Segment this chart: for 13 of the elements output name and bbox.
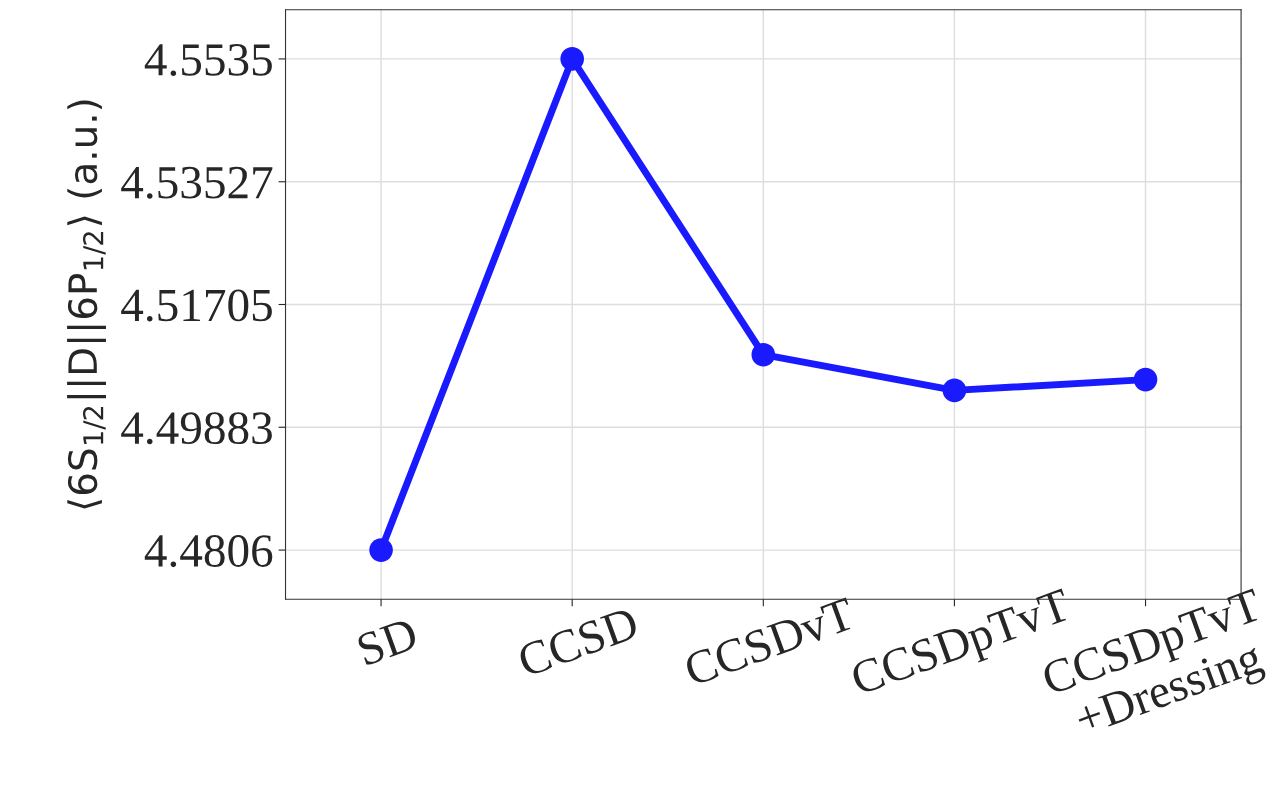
y-tick-label: 4.53527 <box>121 166 273 199</box>
y-tick-label: 4.49883 <box>121 412 272 445</box>
y-axis-title: ⟨6S$_{1/2}$||D||6P$_{1/2}$⟩ (a.u.) <box>67 100 106 509</box>
point <box>751 342 776 367</box>
y-tick-label: 4.51705 <box>121 289 272 322</box>
y-tick-label: 4.5535 <box>144 44 272 76</box>
point <box>369 538 393 562</box>
x-tick-label: SD <box>356 617 420 667</box>
point <box>942 378 967 403</box>
y-tick-label: 4.4806 <box>144 535 273 568</box>
point <box>1133 367 1158 392</box>
x-tick-label: CCSD <box>516 606 640 678</box>
point <box>560 47 584 71</box>
